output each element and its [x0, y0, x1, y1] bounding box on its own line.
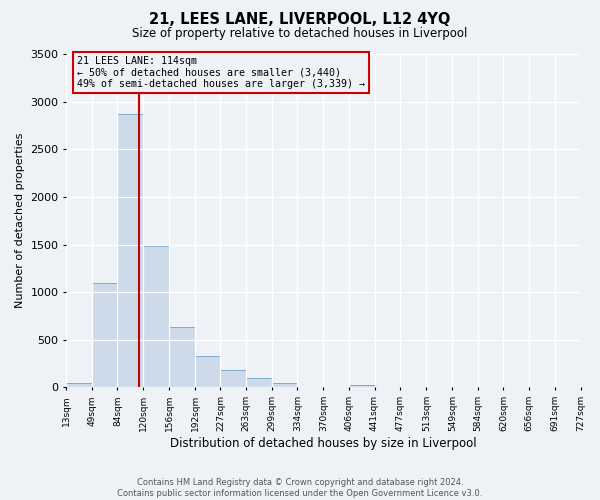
X-axis label: Distribution of detached houses by size in Liverpool: Distribution of detached houses by size …: [170, 437, 477, 450]
Bar: [195, 356, 220, 388]
Y-axis label: Number of detached properties: Number of detached properties: [15, 133, 25, 308]
Text: Contains HM Land Registry data © Crown copyright and database right 2024.
Contai: Contains HM Land Registry data © Crown c…: [118, 478, 482, 498]
Bar: [92, 282, 118, 388]
Bar: [247, 378, 272, 388]
Bar: [349, 384, 374, 388]
Text: 21, LEES LANE, LIVERPOOL, L12 4YQ: 21, LEES LANE, LIVERPOOL, L12 4YQ: [149, 12, 451, 28]
Text: 21 LEES LANE: 114sqm
← 50% of detached houses are smaller (3,440)
49% of semi-de: 21 LEES LANE: 114sqm ← 50% of detached h…: [77, 56, 365, 89]
Bar: [143, 246, 169, 388]
Bar: [67, 382, 92, 388]
Bar: [169, 328, 195, 388]
Bar: [272, 382, 298, 388]
Bar: [118, 114, 143, 388]
Bar: [220, 370, 247, 388]
Text: Size of property relative to detached houses in Liverpool: Size of property relative to detached ho…: [133, 28, 467, 40]
